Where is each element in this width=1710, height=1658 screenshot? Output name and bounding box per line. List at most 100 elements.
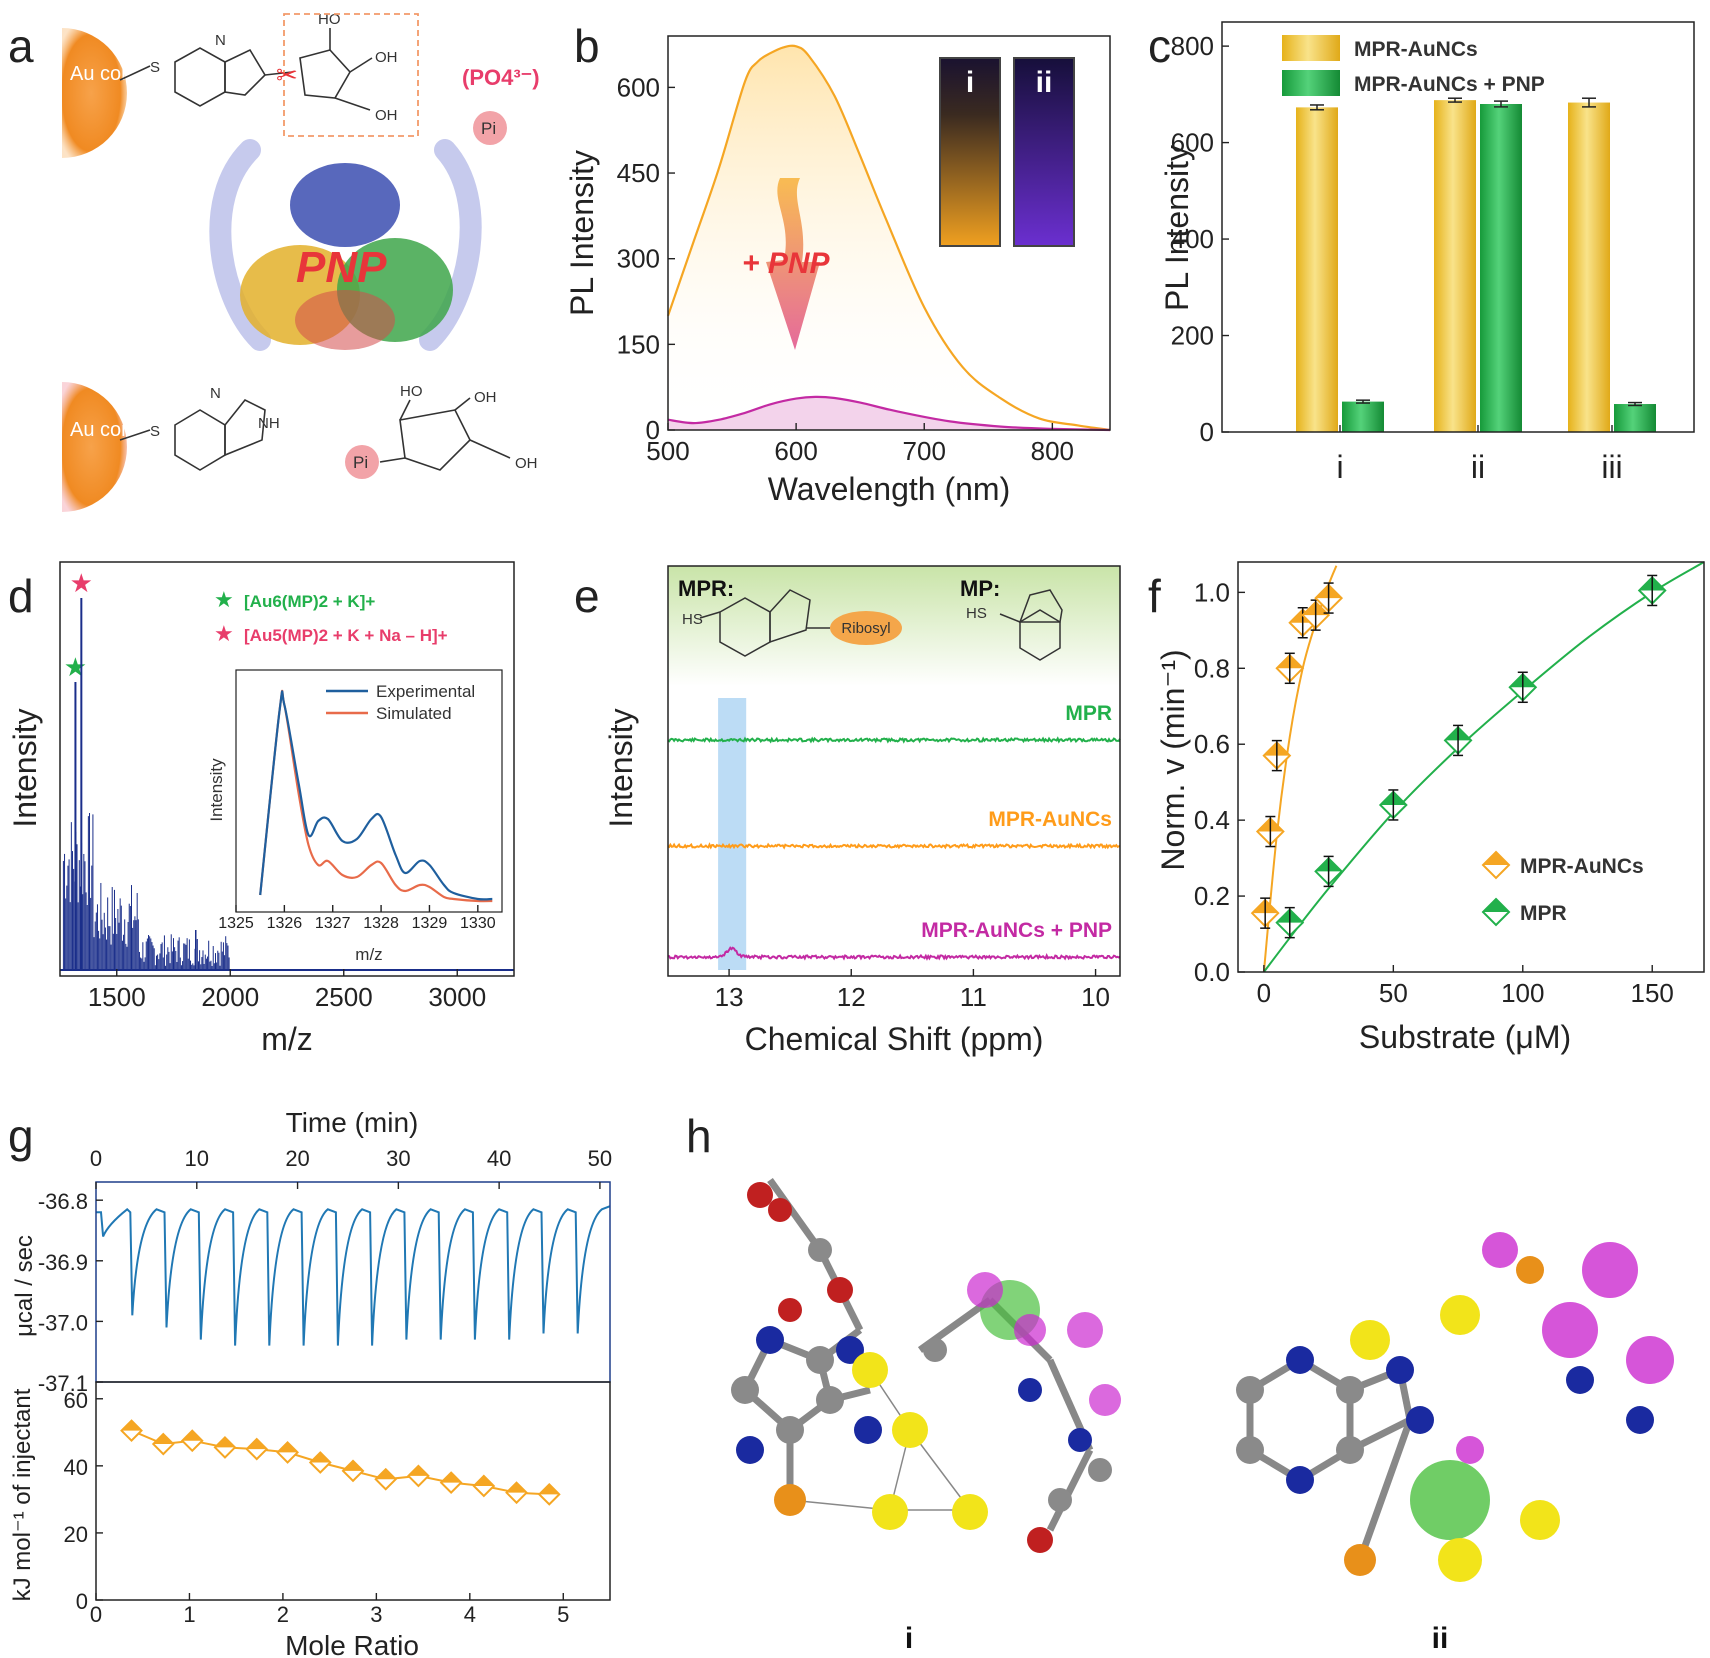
atom-nh-bottom: NH: [258, 415, 280, 432]
panel-g-bottom-yticks: 0 20 40 60: [64, 1388, 103, 1614]
e-xtick-label: 11: [960, 982, 987, 1012]
legend-label-au5: [Au5(MP)2 + K + Na – H]+: [244, 626, 448, 645]
product-purine: [119, 398, 266, 471]
molecule-ii-label: ii: [1432, 1622, 1449, 1655]
panel-d-inset-ylabel: Intensity: [207, 758, 226, 822]
c-xtick-label: iii: [1601, 449, 1622, 485]
g-top-ytick-label: -36.9: [38, 1250, 88, 1275]
c-ytick-label: 400: [1171, 224, 1214, 254]
legend-star-red: ★: [214, 621, 234, 646]
panel-b-xticks: 500 600 700 800: [646, 423, 1074, 466]
g-top-xtick-label: 40: [487, 1146, 511, 1171]
au-core-top-label: Au core: [70, 63, 139, 85]
c-ytick-label: 0: [1200, 417, 1214, 447]
panel-label-a: a: [8, 20, 34, 72]
legend-label-mpr-aunc-pnp: MPR-AuNCs + PNP: [1354, 73, 1545, 96]
g-top-ytick-label: -37.1: [38, 1371, 88, 1396]
panel-d-inset-xticks: 1325 1326 1327 1328 1329 1330: [218, 905, 496, 932]
itc-point-fill: [375, 1469, 396, 1480]
pl-spectrum-mpr-aunc: [666, 44, 1111, 432]
panel-g-top-yticks: -36.8 -36.9 -37.0 -37.1: [38, 1189, 103, 1396]
panel-c-ylabel: PL Intensity: [1159, 145, 1195, 311]
f-ytick-label: 0.2: [1194, 881, 1230, 911]
g-top-xtick-label: 30: [386, 1146, 410, 1171]
nmr-trace-0: [667, 736, 1121, 744]
itc-point-fill: [441, 1472, 462, 1483]
structure-mpr-label: MPR:: [678, 576, 734, 601]
d-inset-xtick-label: 1326: [267, 915, 303, 932]
b-xtick-label: 800: [1031, 436, 1074, 466]
e-xtick-label: 13: [715, 982, 744, 1012]
panel-e-chart: 13 12 11 10 Chemical Shift (ppm) Intensity …: [603, 565, 1121, 1057]
b-ytick-label: 450: [617, 158, 660, 188]
nmr-trace-2: [667, 946, 1121, 961]
inset-legend-label-sim: Simulated: [376, 704, 452, 723]
f-ytick-label: 0.0: [1194, 957, 1230, 987]
atom-oh-bottom: OH: [474, 389, 497, 406]
legend-diamond-fill-0: [1483, 852, 1509, 865]
atom-s-top: S: [150, 59, 160, 76]
b-xtick-label: 500: [646, 436, 689, 466]
b-ytick-label: 300: [617, 244, 660, 274]
panel-d-xticks: 1500 2000 2500 3000: [88, 969, 486, 1012]
f-ytick-label: 0.6: [1194, 729, 1230, 759]
panel-d-plot: ★★: [60, 568, 514, 971]
bar-i-1: [1342, 401, 1384, 432]
panel-b-chart: 500 600 700 800 0 150 300 450 600 Wavelength (n…: [564, 35, 1111, 507]
f-ytick-label: 0.8: [1194, 653, 1230, 683]
panel-e-ylabel: Intensity: [603, 708, 639, 827]
g-top-ytick-label: -36.8: [38, 1189, 88, 1214]
itc-point-fill: [214, 1437, 235, 1448]
panel-b-ylabel: PL Intensity: [564, 150, 600, 316]
itc-point-fill: [539, 1484, 560, 1495]
vial-i: [939, 57, 1001, 247]
panel-d-ylabel: Intensity: [7, 708, 43, 827]
g-top-ytick-label: -37.0: [38, 1310, 88, 1335]
g-top-xtick-label: 50: [588, 1146, 612, 1171]
pl-spectrum-pnp-fill: [668, 396, 1110, 430]
panel-label-f: f: [1148, 570, 1161, 622]
panel-h-molecules: i ii: [731, 1177, 1674, 1655]
b-ytick-label: 600: [617, 72, 660, 102]
nmr-label-mpr-aunc: MPR-AuNCs: [988, 808, 1112, 831]
panel-c-xticks: i ii iii: [1336, 425, 1623, 485]
panel-g-bottom-xlabel: Mole Ratio: [285, 1630, 419, 1658]
nmr-label-mpr-aunc-pnp: MPR-AuNCs + PNP: [921, 919, 1112, 942]
legend-swatch-mpr-aunc-pnp: [1282, 70, 1340, 96]
itc-point-fill: [506, 1482, 527, 1493]
f-xtick-label: 150: [1631, 978, 1674, 1008]
g-bottom-ytick-label: 60: [64, 1388, 88, 1413]
panel-f-ylabel: Norm. v (min⁻¹): [1155, 649, 1191, 870]
pnp-annotation: + PNP: [742, 247, 831, 280]
itc-point-fill: [153, 1434, 174, 1445]
nmr-highlight-band: [718, 698, 747, 970]
molecule-i: [731, 1177, 1121, 1553]
g-bottom-xtick-label: 0: [90, 1602, 102, 1627]
pl-spectrum-mpr-aunc-pnp: [667, 395, 1111, 432]
atom-oh-top: OH: [375, 49, 398, 66]
e-xtick-label: 10: [1081, 982, 1110, 1012]
nmr-trace-1: [667, 842, 1121, 850]
g-top-xtick-label: 0: [90, 1146, 102, 1171]
au-core-bottom-label: Au core: [70, 419, 139, 441]
g-bottom-xtick-label: 3: [370, 1602, 382, 1627]
bar-iii-0: [1568, 102, 1610, 432]
legend-star-green: ★: [214, 587, 234, 612]
pi-top-label: Pi: [481, 119, 496, 138]
atom-ho-bottom: HO: [400, 383, 423, 400]
legend-label-f-mpr: MPR: [1520, 902, 1567, 925]
g-bottom-xtick-label: 1: [183, 1602, 195, 1627]
molecule-ii-bonds: [1246, 1356, 1414, 1562]
mpr-structure: [699, 589, 1063, 661]
pl-spectrum-glow: [668, 45, 1110, 430]
g-bottom-ytick-label: 40: [64, 1455, 88, 1480]
d-xtick-label: 2500: [315, 982, 373, 1012]
b-ytick-label: 0: [646, 415, 660, 445]
scissors-icon: ✂: [276, 60, 298, 90]
panel-f-legend: [1481, 850, 1511, 927]
atom-n-top: N: [215, 32, 226, 49]
molecule-i-label: i: [905, 1622, 913, 1655]
panel-f-yticks: 0.0 0.2 0.4 0.6 0.8 1.0: [1194, 577, 1245, 987]
